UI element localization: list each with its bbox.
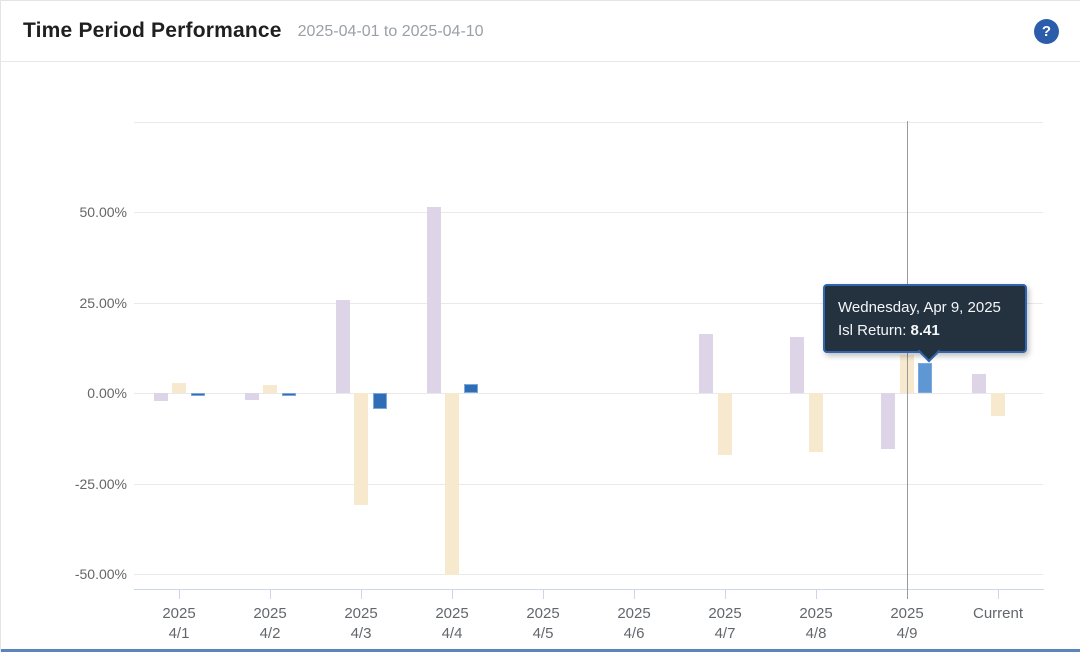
hover-crosshair-line xyxy=(907,121,908,599)
y-axis-label: -25.00% xyxy=(74,476,127,492)
bar-series2-2025-4/1[interactable] xyxy=(172,383,186,393)
card-header: Time Period Performance 2025-04-01 to 20… xyxy=(1,1,1080,62)
x-axis-tick xyxy=(725,589,726,599)
gridline xyxy=(134,574,1043,575)
bar-series2-2025-4/4[interactable] xyxy=(445,393,459,575)
tooltip-series-label: Isl Return: xyxy=(838,322,911,339)
bottom-edge-accent xyxy=(1,649,1080,652)
tooltip-value: 8.41 xyxy=(910,322,940,339)
x-axis-tick xyxy=(270,589,271,599)
bar-series2-2025-4/3[interactable] xyxy=(354,393,368,505)
tooltip-date: Wednesday, Apr 9, 2025 xyxy=(838,299,1001,316)
y-axis-label: 50.00% xyxy=(79,204,127,220)
bar-series3-2025-4/2[interactable] xyxy=(282,393,296,396)
bar-series1-Current[interactable] xyxy=(972,374,986,393)
x-axis-tick xyxy=(998,589,999,599)
bar-series2-2025-4/2[interactable] xyxy=(263,385,277,393)
x-axis-tick xyxy=(361,589,362,599)
bar-series1-2025-4/7[interactable] xyxy=(699,334,713,393)
x-axis-label: 2025 4/1 xyxy=(162,605,196,642)
bar-series1-2025-4/9[interactable] xyxy=(881,393,895,449)
x-axis-tick xyxy=(816,589,817,599)
gridline xyxy=(134,393,1043,394)
bar-series3-2025-4/4[interactable] xyxy=(464,384,478,393)
bar-series2-Current[interactable] xyxy=(991,393,1005,416)
date-range: 2025-04-01 to 2025-04-10 xyxy=(297,23,484,40)
bar-series2-2025-4/7[interactable] xyxy=(718,393,732,455)
gridline xyxy=(134,122,1043,123)
bar-series1-2025-4/3[interactable] xyxy=(336,300,350,393)
x-axis-label: 2025 4/2 xyxy=(253,605,287,642)
x-axis-tick xyxy=(543,589,544,599)
x-axis-tick xyxy=(179,589,180,599)
x-axis-tick xyxy=(634,589,635,599)
bar-series2-2025-4/8[interactable] xyxy=(809,393,823,452)
page-title: Time Period Performance xyxy=(23,19,282,42)
tooltip-pointer xyxy=(917,339,941,363)
x-axis-label: Current xyxy=(972,605,1024,622)
tooltip-value-line: Isl Return: 8.41 xyxy=(838,319,1012,342)
x-axis-label: 2025 4/7 xyxy=(708,605,742,642)
gridline xyxy=(134,484,1043,485)
x-axis-label: 2025 4/4 xyxy=(435,605,469,642)
bar-series1-2025-4/8[interactable] xyxy=(790,337,804,393)
x-axis-label: 2025 4/8 xyxy=(799,605,833,642)
bar-series3-2025-4/1[interactable] xyxy=(191,393,205,396)
help-button[interactable]: ? xyxy=(1034,18,1059,44)
x-axis-tick xyxy=(452,589,453,599)
gridline xyxy=(134,212,1043,213)
bar-series3-2025-4/3[interactable] xyxy=(373,393,387,409)
x-axis-line xyxy=(134,589,1044,590)
question-mark-icon: ? xyxy=(1041,22,1052,40)
gridline xyxy=(134,303,1043,304)
x-axis-label: 2025 4/9 xyxy=(890,605,924,642)
bar-series1-2025-4/2[interactable] xyxy=(245,393,259,400)
y-axis-label: 0.00% xyxy=(87,385,127,401)
y-axis-label: 25.00% xyxy=(79,295,127,311)
bar-series1-2025-4/4[interactable] xyxy=(427,207,441,393)
bar-series3-2025-4/9[interactable] xyxy=(918,363,932,393)
chart-tooltip: Wednesday, Apr 9, 2025 Isl Return: 8.41 xyxy=(823,284,1027,363)
y-axis-label: -50.00% xyxy=(74,566,127,582)
x-axis-label: 2025 4/5 xyxy=(526,605,560,642)
bar-series1-2025-4/1[interactable] xyxy=(154,393,168,401)
x-axis-label: 2025 4/3 xyxy=(344,605,378,642)
x-axis-label: 2025 4/6 xyxy=(617,605,651,642)
